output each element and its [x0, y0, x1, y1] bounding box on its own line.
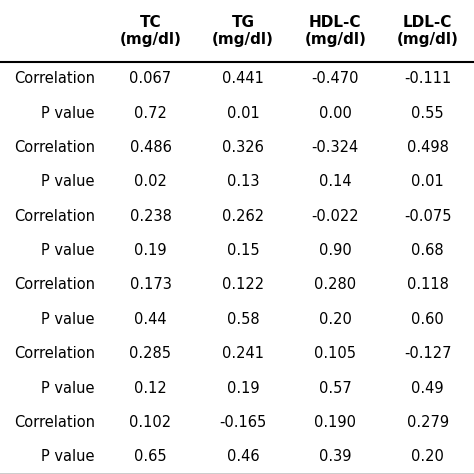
Text: 0.19: 0.19 — [134, 243, 167, 258]
Text: 0.13: 0.13 — [227, 174, 259, 190]
Text: 0.486: 0.486 — [129, 140, 172, 155]
Text: 0.326: 0.326 — [222, 140, 264, 155]
Text: -0.111: -0.111 — [404, 71, 451, 86]
Text: Correlation: Correlation — [14, 415, 95, 430]
Text: 0.280: 0.280 — [314, 277, 356, 292]
Text: 0.60: 0.60 — [411, 312, 444, 327]
Text: 0.39: 0.39 — [319, 449, 352, 465]
Text: 0.173: 0.173 — [129, 277, 172, 292]
Text: 0.58: 0.58 — [227, 312, 259, 327]
Text: 0.118: 0.118 — [407, 277, 449, 292]
Text: 0.49: 0.49 — [411, 381, 444, 396]
Text: P value: P value — [41, 381, 95, 396]
Text: -0.022: -0.022 — [311, 209, 359, 224]
Text: -0.165: -0.165 — [219, 415, 266, 430]
Text: 0.65: 0.65 — [134, 449, 167, 465]
Text: Correlation: Correlation — [14, 140, 95, 155]
Text: 0.72: 0.72 — [134, 106, 167, 121]
Text: 0.122: 0.122 — [222, 277, 264, 292]
Text: 0.44: 0.44 — [134, 312, 167, 327]
Text: 0.102: 0.102 — [129, 415, 172, 430]
Text: P value: P value — [41, 312, 95, 327]
Text: Correlation: Correlation — [14, 346, 95, 361]
Text: 0.57: 0.57 — [319, 381, 352, 396]
Text: 0.498: 0.498 — [407, 140, 449, 155]
Text: 0.01: 0.01 — [227, 106, 259, 121]
Text: 0.20: 0.20 — [319, 312, 352, 327]
Text: 0.01: 0.01 — [411, 174, 444, 190]
Text: 0.241: 0.241 — [222, 346, 264, 361]
Text: 0.19: 0.19 — [227, 381, 259, 396]
Text: 0.238: 0.238 — [129, 209, 172, 224]
Text: 0.55: 0.55 — [411, 106, 444, 121]
Text: 0.46: 0.46 — [227, 449, 259, 465]
Text: P value: P value — [41, 106, 95, 121]
Text: -0.127: -0.127 — [404, 346, 452, 361]
Text: HDL-C
(mg/dl): HDL-C (mg/dl) — [304, 15, 366, 47]
Text: 0.190: 0.190 — [314, 415, 356, 430]
Text: LDL-C
(mg/dl): LDL-C (mg/dl) — [397, 15, 459, 47]
Text: 0.20: 0.20 — [411, 449, 444, 465]
Text: Correlation: Correlation — [14, 277, 95, 292]
Text: 0.12: 0.12 — [134, 381, 167, 396]
Text: 0.68: 0.68 — [411, 243, 444, 258]
Text: 0.14: 0.14 — [319, 174, 352, 190]
Text: TG
(mg/dl): TG (mg/dl) — [212, 15, 274, 47]
Text: P value: P value — [41, 174, 95, 190]
Text: 0.067: 0.067 — [129, 71, 172, 86]
Text: 0.90: 0.90 — [319, 243, 352, 258]
Text: 0.105: 0.105 — [314, 346, 356, 361]
Text: 0.285: 0.285 — [129, 346, 172, 361]
Text: Correlation: Correlation — [14, 71, 95, 86]
Text: P value: P value — [41, 449, 95, 465]
Text: -0.075: -0.075 — [404, 209, 452, 224]
Text: -0.470: -0.470 — [311, 71, 359, 86]
Text: P value: P value — [41, 243, 95, 258]
Text: TC
(mg/dl): TC (mg/dl) — [119, 15, 182, 47]
Text: 0.262: 0.262 — [222, 209, 264, 224]
Text: 0.441: 0.441 — [222, 71, 264, 86]
Text: 0.00: 0.00 — [319, 106, 352, 121]
Text: -0.324: -0.324 — [312, 140, 359, 155]
Text: Correlation: Correlation — [14, 209, 95, 224]
Text: 0.02: 0.02 — [134, 174, 167, 190]
Text: 0.279: 0.279 — [407, 415, 449, 430]
Text: 0.15: 0.15 — [227, 243, 259, 258]
